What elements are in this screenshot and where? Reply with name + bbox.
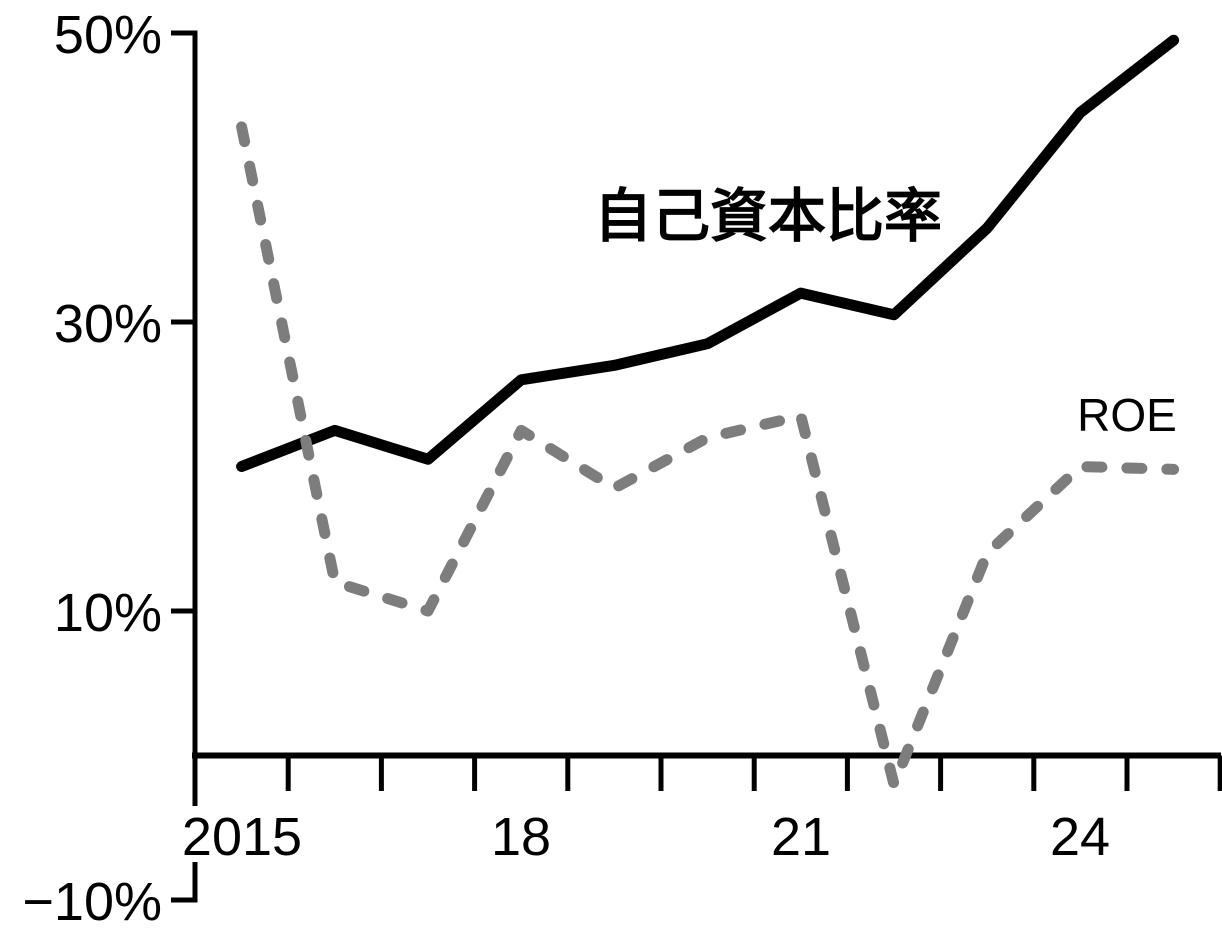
roe-line [236,121,1180,790]
equity-ratio-series-label: 自己資本比率 [594,184,942,249]
y-tick-label-minus10: −10% [22,872,162,932]
x-tick-label-21: 21 [771,807,831,867]
axes-group [171,30,1222,903]
y-tick-label-30: 30% [54,294,162,354]
x-tick-label-24: 24 [1050,807,1110,867]
y-tick-label-50: 50% [54,5,162,65]
equity-ratio-line [236,34,1180,472]
x-tick-label-2015: 2015 [182,807,302,867]
roe-series-label: ROE [1077,389,1177,441]
series-lines-group [236,34,1180,790]
x-tick-label-18: 18 [491,807,551,867]
y-tick-label-10: 10% [54,583,162,643]
